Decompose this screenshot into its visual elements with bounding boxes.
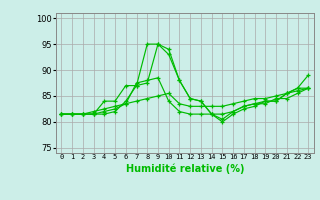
X-axis label: Humidité relative (%): Humidité relative (%)	[125, 163, 244, 174]
